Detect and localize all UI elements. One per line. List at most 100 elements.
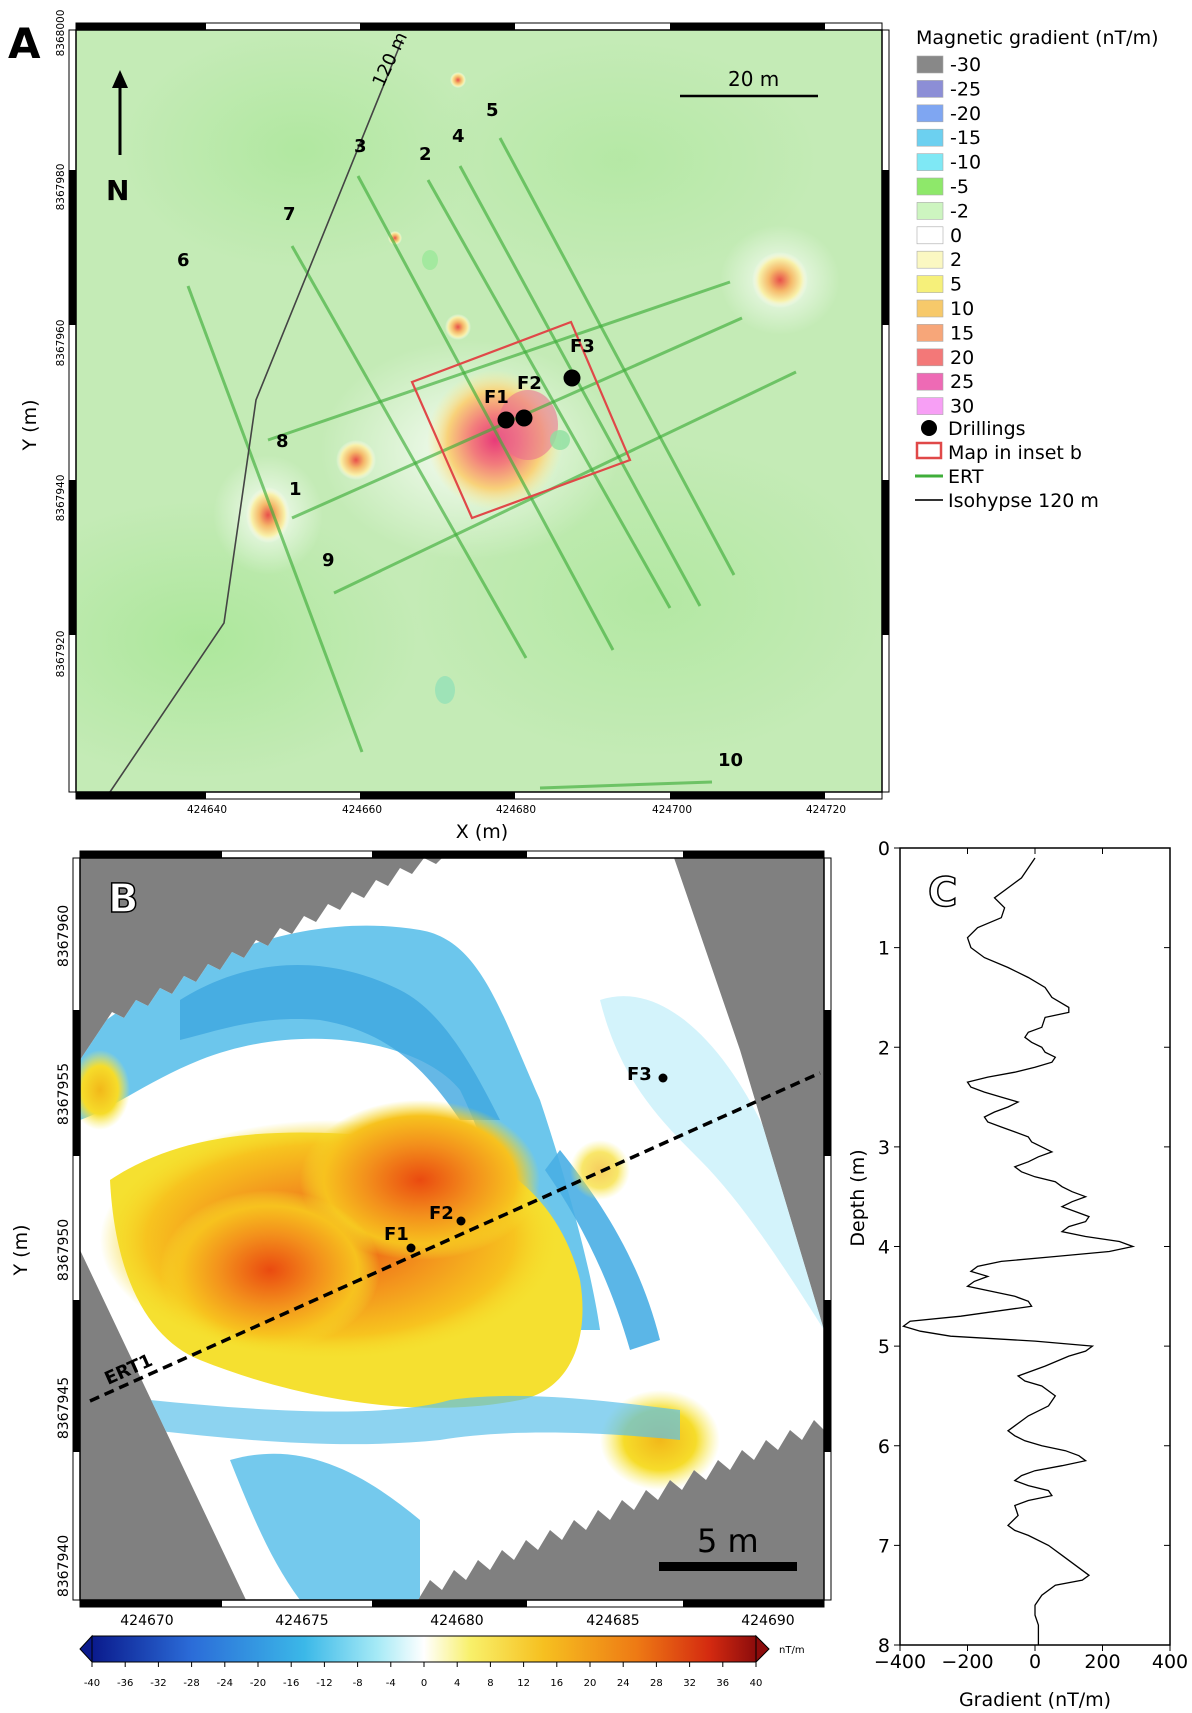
drilling-f1-label: F1 [484,387,509,408]
legend-value-6: -2 [950,200,969,222]
panel-b: B F1 F2 F3 ERT1 5 m 424670 424675 424680… [10,840,831,1629]
colorbar-tick-label-14: 16 [550,1678,563,1689]
b-x-tick-1: 424670 [120,1613,173,1629]
legend-swatch-1 [917,80,943,97]
legend-value-9: 5 [950,274,962,296]
profile-label-8: 8 [276,431,289,452]
chart-y-tick-label-3: 3 [878,1137,890,1159]
panel-a-y-title: Y (m) [19,400,41,452]
legend-value-14: 30 [950,396,974,418]
profile-label-9: 9 [322,550,335,571]
chart-y-tick-label-5: 5 [878,1336,890,1358]
legend-value-2: -20 [950,103,981,125]
a-y-tick-3: 8367960 [55,320,67,367]
legend-swatch-10 [917,300,943,317]
legend-value-5: -5 [950,176,969,198]
chart-ylabel: Depth (m) [847,1149,869,1246]
colorbar-tick-label-11: 4 [454,1678,460,1689]
a-x-tick-1: 424640 [187,804,227,816]
colorbar-ticks: -40 -36 -32 -28 -24 -20 -16 -12 -8 -4 0 4 8 12 16 20 24 2… [84,1662,763,1689]
colorbar-tick-label-1: -36 [117,1678,133,1689]
a-x-tick-2: 424660 [342,804,382,816]
legend-value-7: 0 [950,225,962,247]
colorbar-ramp [92,1636,756,1662]
panel-a-y-ticks: 8368000 8367980 8367960 8367940 8367920 [55,10,67,678]
colorbar-tick-label-4: -24 [217,1678,233,1689]
colorbar-unit: nT/m [779,1645,805,1656]
legend-inset-icon [917,443,941,458]
b-y-tick-4: 8367945 [56,1377,72,1439]
colorbar-tick-label-9: -4 [386,1678,396,1689]
profile-label-10: 10 [718,750,743,771]
legend-value-3: -15 [950,127,981,149]
legend-inset-label: Map in inset b [948,442,1082,464]
chart-xlabel: Gradient (nT/m) [959,1689,1111,1711]
chart-plot-area [900,848,1170,1645]
legend-value-4: -10 [950,152,981,174]
legend-title: Magnetic gradient (nT/m) [916,27,1159,49]
profile-label-4: 4 [452,126,465,147]
legend-value-12: 20 [950,347,974,369]
b-y-tick-1: 8367960 [56,905,72,967]
legend-swatch-8 [917,251,943,268]
a-y-tick-5: 8367920 [55,631,67,678]
legend-swatch-13 [917,373,943,390]
chart-x-tick-label-4: 400 [1152,1651,1188,1673]
chart-y-tick-label-2: 2 [878,1037,890,1059]
chart-x-tick-label-3: 200 [1084,1651,1120,1673]
legend-value-10: 10 [950,298,974,320]
legend-value-1: -25 [950,78,981,100]
legend-drillings-label: Drillings [948,418,1026,440]
panel-a-letter: A [8,19,41,68]
legend-value-11: 15 [950,322,974,344]
colorbar-tick-label-0: -40 [84,1678,100,1689]
panel-b-x-ticks: 424670 424675 424680 424685 424690 [120,1613,794,1629]
a-y-tick-4: 8367940 [55,475,67,522]
panel-a-x-ticks: 424640 424660 424680 424700 424720 [187,804,846,816]
b-x-tick-5: 424690 [741,1613,794,1629]
legend-isohypse-label: Isohypse 120 m [948,490,1099,512]
b-x-tick-3: 424680 [430,1613,483,1629]
panel-a-x-title: X (m) [456,821,508,843]
panel-b-letter: B [108,876,139,922]
b-drilling-f2-label: F2 [429,1203,454,1224]
colorbar-left-arrow [80,1636,92,1662]
legend-entries: -30-25-20-15-10-5-20251015202530 [917,54,981,418]
b-drilling-f1-label: F1 [384,1224,409,1245]
legend-swatch-3 [917,129,943,146]
a-x-tick-3: 424680 [496,804,536,816]
colorbar-tick-label-12: 8 [487,1678,493,1689]
panel-a-magnetic-map [0,30,890,792]
a-y-tick-1: 8368000 [55,10,67,57]
chart-y-tick-label-6: 6 [878,1436,890,1458]
legend-swatch-11 [917,324,943,341]
drilling-f3-marker [564,370,581,387]
drilling-f2-label: F2 [517,373,542,394]
a-x-tick-5: 424720 [806,804,846,816]
drilling-f1-marker [498,412,515,429]
legend-swatch-4 [917,154,943,171]
colorbar-tick-label-16: 24 [617,1678,630,1689]
chart-x-tick-label-1: −200 [941,1651,993,1673]
colorbar-tick-label-7: -12 [316,1678,332,1689]
colorbar-tick-label-8: -8 [353,1678,363,1689]
profile-label-3: 3 [354,136,367,157]
b-drilling-f3-marker [659,1074,668,1083]
b-y-tick-3: 8367950 [56,1219,72,1281]
b-y-tick-2: 8367955 [56,1063,72,1125]
legend-swatch-6 [917,202,943,219]
colorbar-tick-label-17: 28 [650,1678,663,1689]
legend-swatch-12 [917,349,943,366]
drilling-f2-marker [516,410,533,427]
drilling-f3-label: F3 [570,336,595,357]
a-x-tick-4: 424700 [652,804,692,816]
b-x-tick-2: 424675 [275,1613,328,1629]
panel-b-y-title: Y (m) [10,1225,32,1277]
colorbar-tick-label-2: -32 [150,1678,166,1689]
a-y-tick-2: 8367980 [55,164,67,211]
profile-label-5: 5 [486,100,499,121]
panel-c-letter: C [928,870,957,916]
legend-swatch-14 [917,398,943,415]
b-drilling-f2-marker [457,1217,466,1226]
